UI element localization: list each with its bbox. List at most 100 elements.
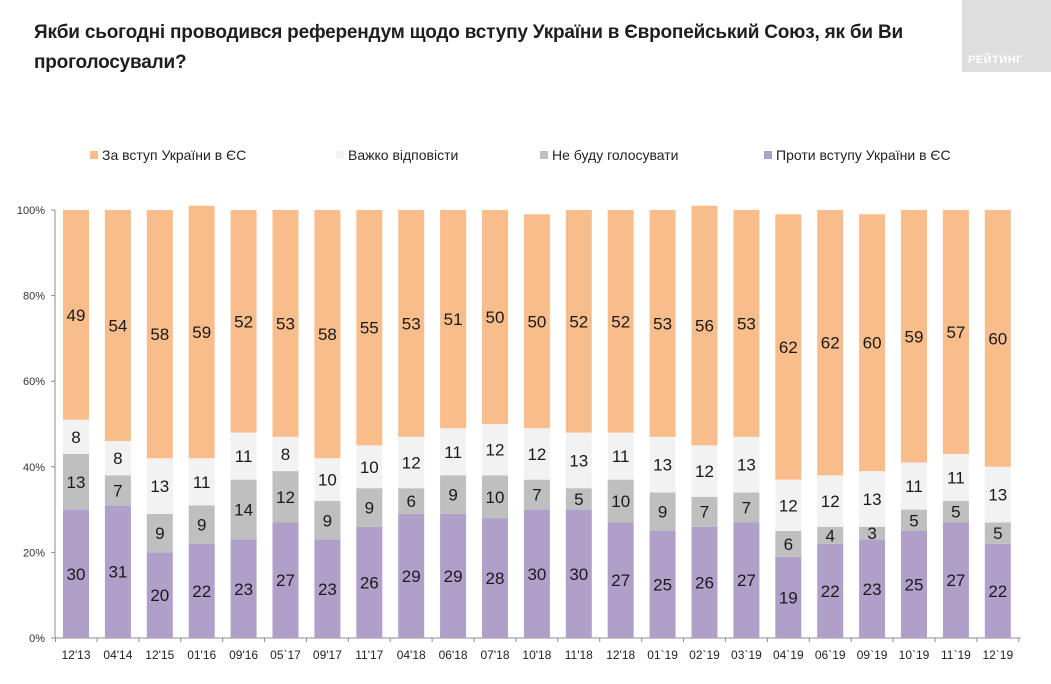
legend-swatch-hard-to-say [336, 151, 344, 159]
data-label: 23 [318, 580, 337, 599]
bar-segment [859, 526, 886, 540]
data-label: 30 [527, 565, 546, 584]
data-label: 30 [569, 565, 588, 584]
data-label: 28 [486, 569, 505, 588]
bar-segment [272, 436, 299, 472]
x-tick-label: 10'18 [522, 648, 551, 662]
bar-segment [649, 492, 676, 531]
data-label: 5 [993, 524, 1002, 543]
bar-segment [523, 479, 550, 510]
x-tick-label: 09`19 [857, 648, 888, 662]
data-label: 58 [150, 325, 169, 344]
legend-swatch-against [764, 151, 772, 159]
data-label: 12 [486, 441, 505, 460]
data-label: 23 [863, 580, 882, 599]
legend-label-hard-to-say: Важко відповісти [348, 147, 459, 163]
bar-segment [733, 492, 760, 523]
bar-segment [901, 509, 927, 531]
x-tick-label: 09'16 [229, 648, 258, 662]
legend-item-against: Проти вступу України в ЄС [764, 147, 951, 163]
bar-segment [984, 466, 1011, 523]
bar-segment [230, 432, 257, 480]
bar-segment [691, 205, 718, 446]
y-tick-label: 60% [23, 376, 45, 388]
bar-segment [942, 522, 969, 638]
bar-segment [901, 462, 927, 510]
bar-segment [817, 526, 844, 544]
bar-segment [63, 453, 89, 510]
data-label: 6 [406, 492, 415, 511]
x-tick-label: 03`19 [731, 648, 762, 662]
bar-segment [104, 475, 131, 506]
y-tick-label: 0% [29, 633, 45, 645]
bar-segment [272, 210, 299, 437]
data-label: 51 [444, 310, 463, 329]
data-label: 7 [742, 498, 751, 517]
x-tick-label: 11'17 [355, 648, 383, 662]
x-tick-label: 12'18 [606, 648, 635, 662]
data-label: 22 [821, 582, 840, 601]
bar-segment [859, 539, 886, 638]
data-label: 22 [988, 582, 1007, 601]
data-label: 27 [276, 571, 295, 590]
bar-segment [733, 522, 760, 638]
bar-segment [63, 509, 89, 638]
bar-segment [775, 556, 802, 638]
bar-segment [104, 441, 131, 476]
x-tick-label: 06`19 [815, 648, 846, 662]
bar-segment [984, 543, 1011, 638]
data-label: 10 [318, 471, 337, 490]
bar-segment [356, 445, 383, 489]
bar-segment [440, 210, 467, 429]
y-tick-label: 20% [23, 547, 45, 559]
bar-segment [440, 513, 467, 638]
legend-swatch-wont-vote [540, 151, 548, 159]
data-label: 56 [695, 317, 714, 336]
data-label: 5 [951, 503, 960, 522]
bar-segment [607, 210, 634, 433]
bar-segment [356, 210, 383, 446]
data-label: 12 [695, 462, 714, 481]
bar-segment [356, 526, 383, 638]
x-tick-label: 12'13 [62, 648, 91, 662]
x-tick-label: 12`19 [982, 648, 1013, 662]
bar-segment [901, 531, 927, 638]
data-label: 26 [695, 573, 714, 592]
bar-segment [272, 522, 299, 638]
legend-item-for: За вступ України в ЄС [90, 147, 246, 163]
bar-segment [314, 458, 341, 502]
bar-segment [691, 496, 718, 527]
data-label: 11 [947, 469, 965, 488]
data-label: 53 [402, 314, 421, 333]
bar-segment [230, 539, 257, 638]
bar-segment [482, 518, 508, 638]
data-label: 52 [611, 312, 630, 331]
bar-segment [817, 210, 844, 476]
legend-label-wont-vote: Не буду голосувати [552, 147, 679, 163]
bar-segment [482, 475, 508, 519]
bar-segment [984, 522, 1011, 544]
data-label: 54 [108, 317, 127, 336]
bar-segment [775, 531, 802, 557]
legend-label-against: Проти вступу України в ЄС [776, 147, 951, 163]
bar-segment [188, 543, 215, 638]
data-label: 62 [779, 338, 798, 357]
data-label: 49 [67, 306, 86, 325]
bar-segment [440, 428, 467, 476]
bar-segment [188, 458, 215, 506]
data-label: 62 [821, 334, 840, 353]
data-label: 13 [988, 486, 1007, 505]
x-tick-label: 04'14 [103, 648, 132, 662]
x-tick-label: 01'16 [187, 648, 216, 662]
bar-segment [146, 210, 173, 459]
bar-segment [314, 210, 341, 459]
bar-segment [565, 509, 592, 638]
bar-segment [607, 522, 634, 638]
data-label: 13 [67, 473, 86, 492]
bar-segment [398, 210, 425, 437]
bar-segment [691, 445, 718, 497]
bar-segment [230, 479, 257, 540]
data-label: 13 [569, 451, 588, 470]
bar-segment [63, 419, 89, 454]
